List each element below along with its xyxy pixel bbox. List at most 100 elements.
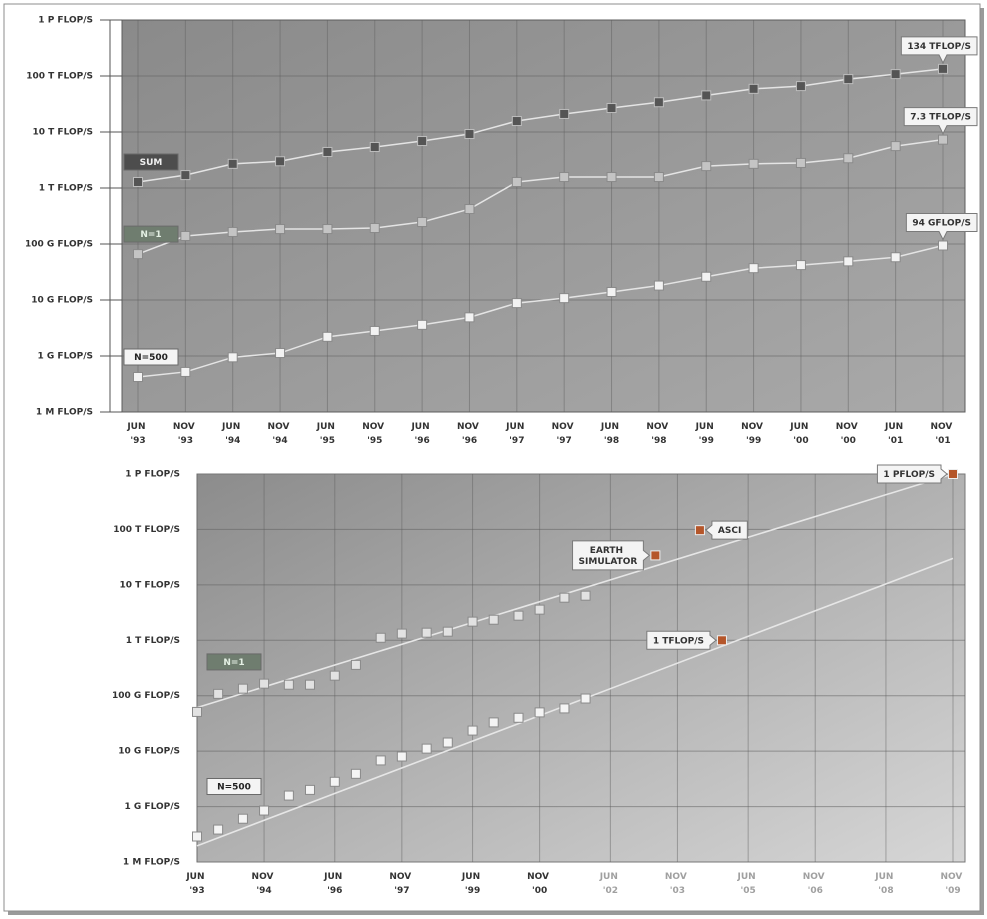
marker [488, 614, 499, 625]
series-label-box [123, 348, 179, 366]
marker [275, 156, 286, 167]
marker [304, 679, 315, 690]
marker [329, 670, 340, 681]
marker [442, 626, 453, 637]
x-tick-label: JUN '96 [323, 872, 345, 896]
marker [464, 129, 475, 140]
x-tick-label: NOV '01 [930, 422, 955, 446]
x-tick-label: JUN '99 [695, 422, 717, 446]
callout-label: 7.3 TFLOP/S [910, 113, 971, 123]
callout-box [646, 630, 717, 650]
y-tick-label: 1 P FLOP/S [125, 470, 180, 480]
marker [350, 768, 361, 779]
marker [237, 683, 248, 694]
marker [417, 136, 428, 147]
marker [795, 260, 806, 271]
marker [133, 249, 143, 260]
marker [511, 298, 522, 309]
marker [606, 172, 617, 183]
y-tick-label: 1 P FLOP/S [38, 16, 93, 26]
marker [283, 790, 294, 801]
x-tick-label: JUN '94 [221, 422, 243, 446]
marker [464, 312, 475, 323]
marker [701, 161, 712, 172]
marker [275, 348, 286, 359]
x-tick-label: NOV '09 [940, 872, 965, 896]
marker [748, 158, 759, 169]
series-line [137, 244, 944, 378]
marker [329, 776, 340, 787]
y-tick-label: 1 M FLOP/S [36, 408, 93, 418]
marker [180, 230, 191, 241]
callout-box [876, 464, 948, 484]
marker [890, 252, 901, 263]
marker [133, 176, 143, 187]
marker [701, 271, 712, 282]
x-tick-label: JUN '00 [789, 422, 811, 446]
x-tick-label: JUN '95 [316, 422, 338, 446]
marker [259, 678, 270, 689]
series-line [137, 68, 944, 183]
y-tick-label: 1 T FLOP/S [39, 184, 93, 194]
marker [375, 755, 386, 766]
marker [227, 352, 238, 363]
x-tick-label: NOV '06 [803, 872, 828, 896]
x-tick-label: NOV '98 [646, 422, 671, 446]
x-tick-label: NOV '94 [268, 422, 293, 446]
x-tick-label: JUN '96 [410, 422, 432, 446]
marker [843, 74, 854, 85]
callout-box [905, 213, 978, 241]
marker [180, 366, 191, 377]
marker [488, 717, 499, 728]
series-line [137, 138, 944, 255]
marker [534, 707, 545, 718]
callout-box [903, 107, 978, 135]
y-tick-label: 10 T FLOP/S [32, 128, 93, 138]
y-tick-label: 1 G FLOP/S [125, 802, 181, 812]
callout-box [572, 540, 651, 571]
marker [748, 83, 759, 94]
marker [369, 325, 380, 336]
y-tick-label: 10 G FLOP/S [118, 747, 180, 757]
y-tick-label: 10 T FLOP/S [119, 580, 180, 590]
x-tick-label: JUN '98 [600, 422, 622, 446]
series-label-box [206, 653, 262, 671]
marker [653, 280, 664, 291]
series-label-box [123, 225, 179, 243]
marker [559, 172, 570, 183]
x-tick-label: JUN '05 [736, 872, 758, 896]
marker [606, 286, 617, 297]
callout-label: EARTH SIMULATOR [579, 545, 638, 566]
marker [417, 217, 428, 228]
marker [283, 679, 294, 690]
marker [795, 81, 806, 92]
x-tick-label: JUN '99 [461, 872, 483, 896]
callout-label: ASCI [718, 526, 741, 536]
marker [322, 146, 333, 157]
marker [580, 693, 591, 704]
marker [133, 371, 143, 382]
series-label-box [206, 777, 262, 795]
marker [795, 157, 806, 168]
marker [464, 204, 475, 215]
marker [275, 224, 286, 235]
marker [748, 263, 759, 274]
series-label: SUM [140, 158, 163, 168]
y-tick-label: 100 G FLOP/S [112, 691, 180, 701]
marker [653, 172, 664, 183]
y-tick-label: 100 T FLOP/S [113, 525, 180, 535]
marker [237, 813, 248, 824]
marker [513, 610, 524, 621]
x-tick-label: JUN '01 [884, 422, 906, 446]
marker [375, 632, 386, 643]
marker [322, 224, 333, 235]
marker [369, 141, 380, 152]
series-label: N=1 [223, 658, 244, 668]
marker [467, 725, 478, 736]
marker [227, 158, 238, 169]
x-tick-label: NOV '93 [173, 422, 198, 446]
x-tick-label: JUN '08 [874, 872, 896, 896]
y-tick-label: 1 M FLOP/S [123, 858, 180, 868]
x-tick-label: NOV '99 [741, 422, 766, 446]
marker [559, 293, 570, 304]
